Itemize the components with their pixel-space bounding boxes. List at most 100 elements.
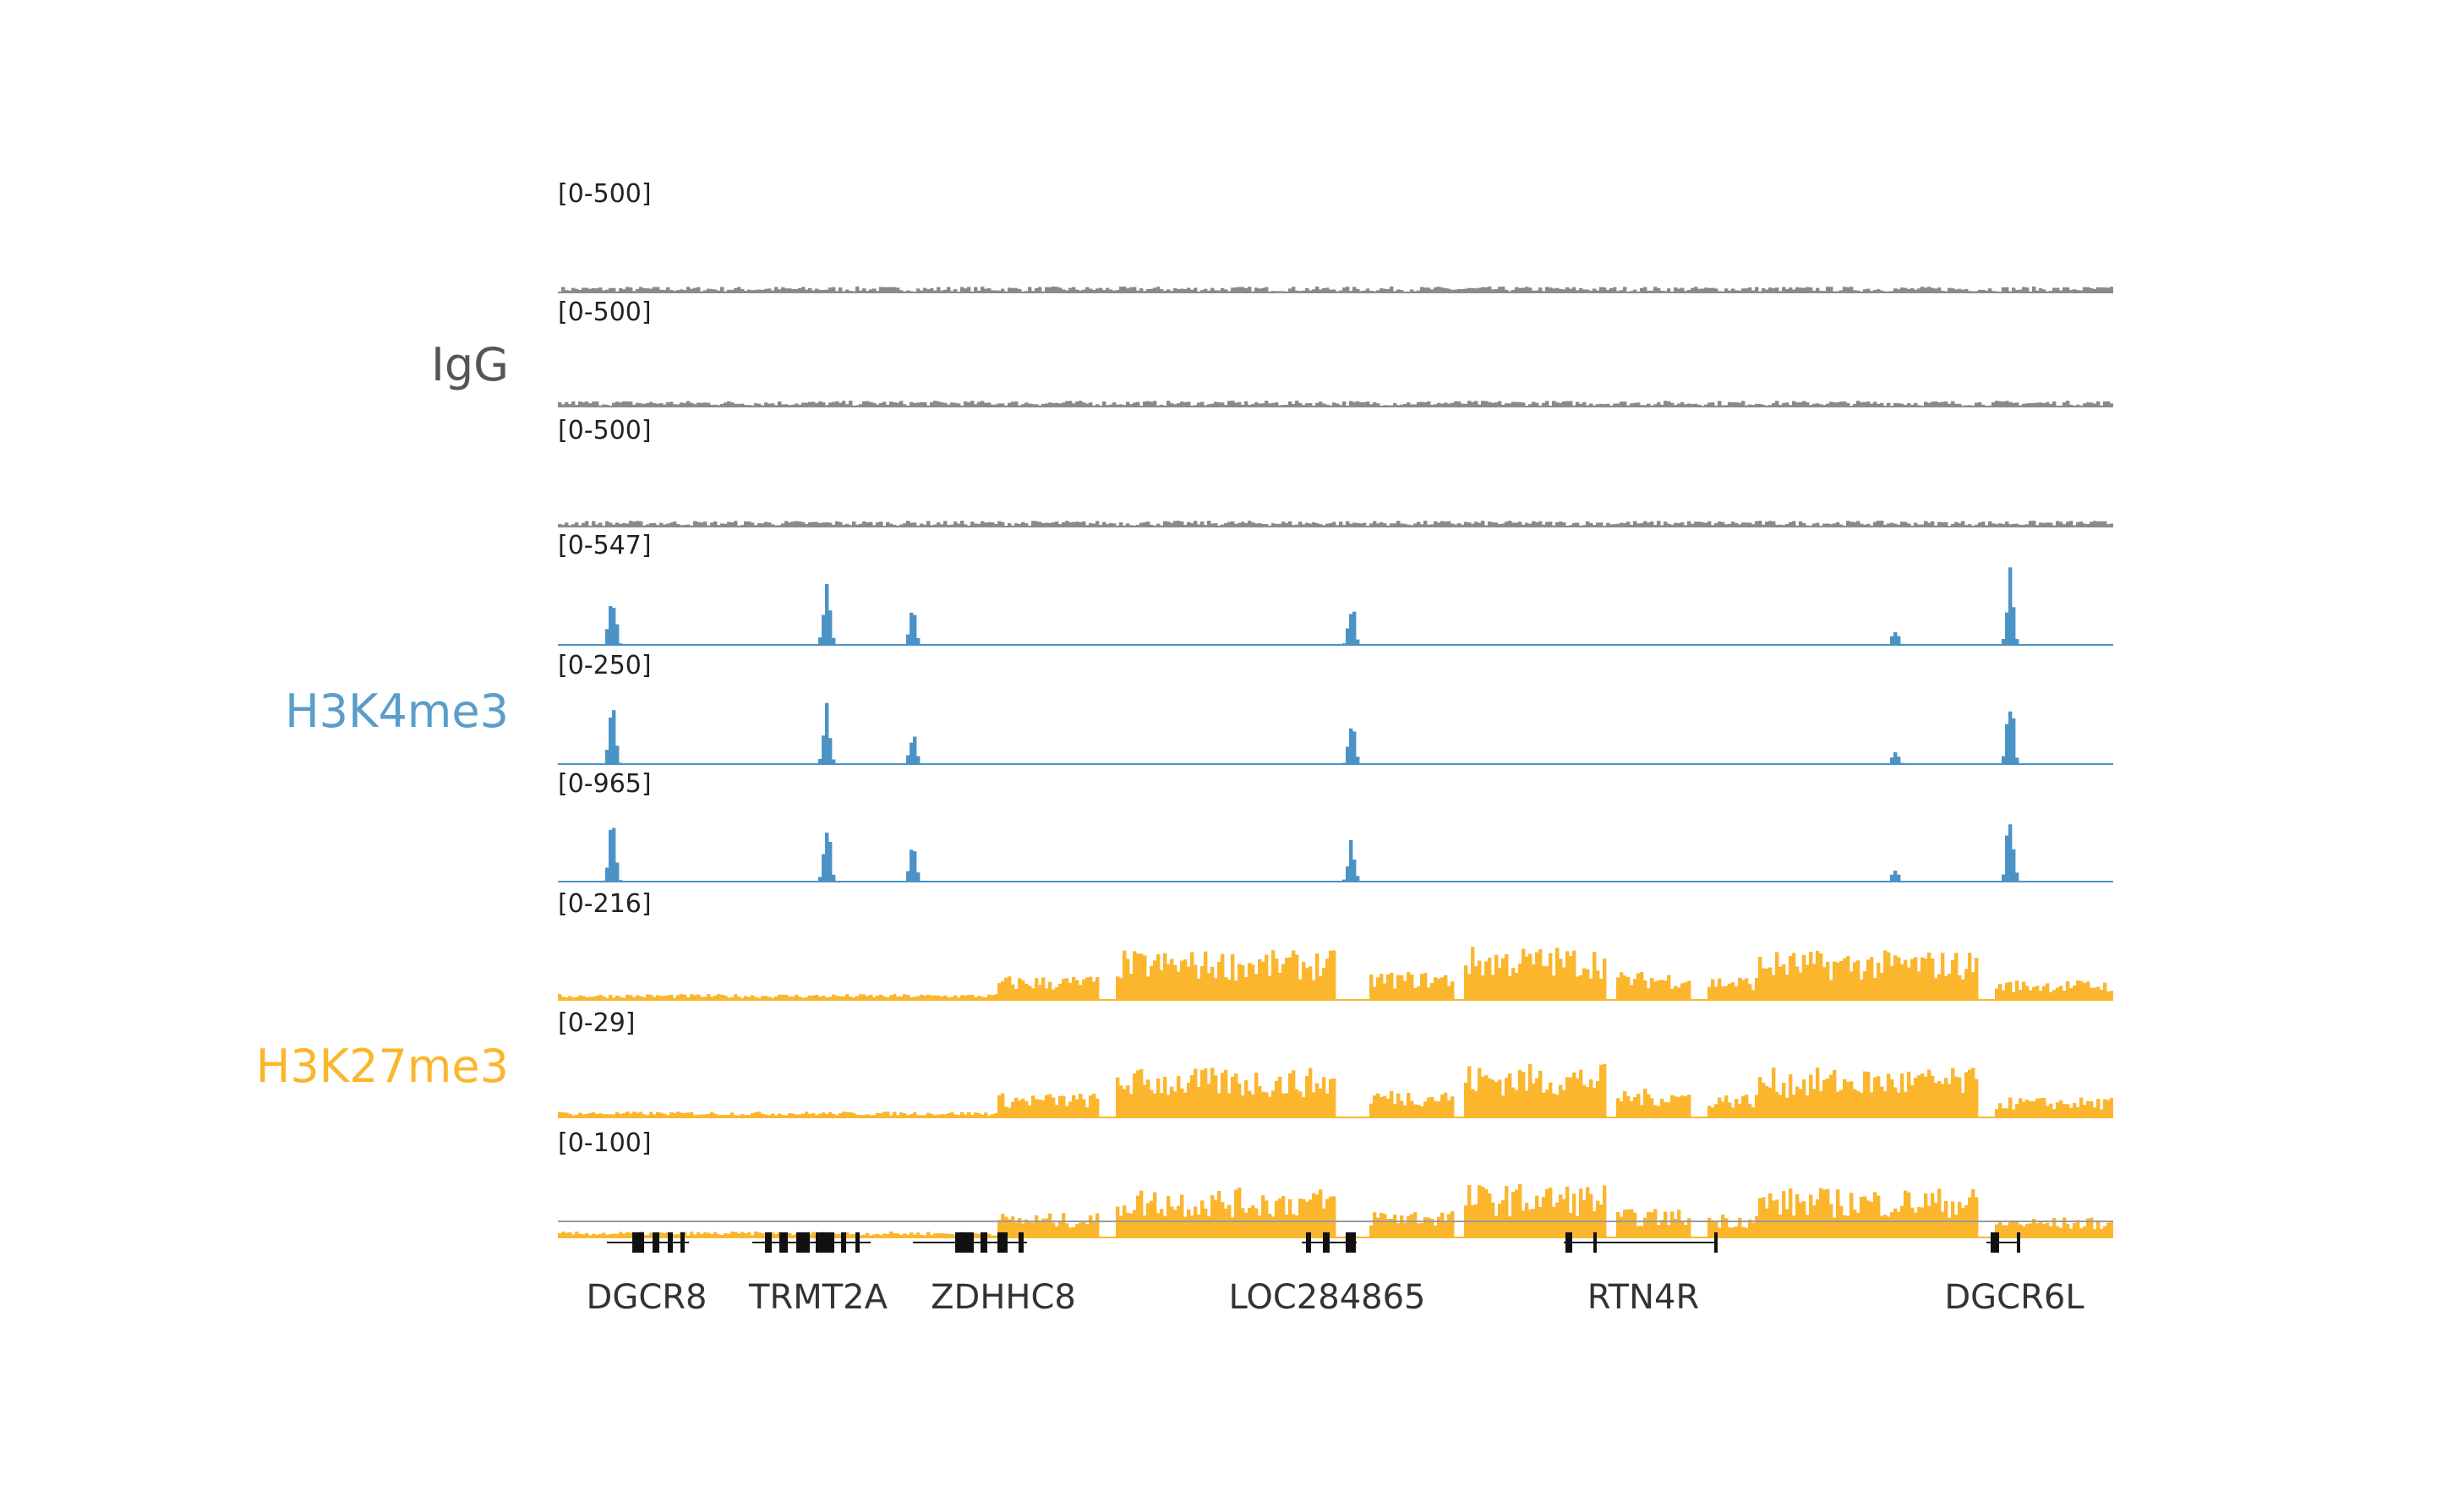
signal-bar — [882, 1233, 887, 1238]
signal-bar — [1119, 287, 1123, 293]
signal-bar — [703, 522, 708, 527]
signal-bar — [598, 1113, 603, 1118]
signal-bar — [994, 1113, 998, 1118]
signal-bar — [1755, 1095, 1759, 1118]
signal-bar — [1532, 401, 1536, 407]
signal-bar — [815, 522, 819, 527]
signal-bar — [1589, 978, 1593, 1001]
signal-bar — [1877, 403, 1881, 407]
signal-bar — [690, 288, 694, 293]
signal-bar — [1522, 287, 1526, 293]
signal-bar — [1332, 1079, 1336, 1118]
signal-bar — [2110, 1221, 2113, 1238]
signal-bar — [1525, 1202, 1529, 1238]
signal-bar — [970, 401, 975, 407]
signal-bar — [1298, 1091, 1303, 1118]
gene-exon — [1346, 1232, 1356, 1253]
signal-bar — [926, 1232, 931, 1238]
signal-bar — [1254, 287, 1259, 293]
signal-bar — [2059, 1227, 2063, 1238]
signal-bar — [1620, 401, 1624, 407]
signal-bar — [1525, 956, 1529, 1001]
signal-bar — [886, 1234, 890, 1238]
signal-bar — [1346, 746, 1350, 765]
signal-bar — [1860, 523, 1864, 527]
signal-bar — [1183, 401, 1188, 407]
signal-bar — [815, 288, 819, 293]
signal-bar — [815, 995, 819, 1001]
signal-bar — [1451, 523, 1455, 527]
signal-bar — [937, 522, 941, 527]
signal-bar — [1515, 287, 1519, 293]
signal-bar — [2029, 521, 2033, 527]
signal-bar — [1765, 1085, 1769, 1118]
signal-bar — [991, 1114, 995, 1118]
signal-bar — [1177, 402, 1181, 407]
signal-bar — [1653, 1105, 1658, 1118]
signal-bar — [1616, 523, 1620, 527]
signal-bar — [1958, 975, 1962, 1001]
signal-bar — [1528, 1210, 1532, 1238]
signal-bar — [1437, 978, 1441, 1001]
signal-bar — [1133, 287, 1137, 293]
signal-bar — [1748, 984, 1752, 1001]
signal-bar — [1843, 287, 1847, 293]
signal-bar — [808, 522, 812, 527]
signal-bar — [1295, 954, 1299, 1001]
signal-bar — [1427, 401, 1431, 407]
signal-bar — [1011, 984, 1015, 1001]
signal-bar — [707, 994, 711, 1001]
signal-bar — [781, 523, 785, 527]
signal-bar — [1684, 1096, 1688, 1118]
signal-bar — [1322, 1077, 1326, 1118]
signal-bar — [1795, 966, 1800, 1001]
signal-bar — [1194, 964, 1198, 1001]
signal-bar — [1525, 522, 1529, 527]
signal-bar — [1802, 1201, 1806, 1238]
signal-bar — [882, 287, 887, 293]
signal-bar — [1931, 287, 1935, 293]
signal-bar — [1538, 1070, 1543, 1118]
signal-bar — [1822, 1079, 1827, 1118]
signal-track-igg-2: [0-500] — [558, 298, 2113, 407]
signal-bar — [1501, 287, 1505, 293]
signal-bar — [1707, 1217, 1712, 1238]
signal-bar — [1951, 288, 1955, 293]
signal-bar — [2039, 522, 2043, 527]
signal-bar — [2012, 1221, 2016, 1238]
signal-bar — [882, 1111, 887, 1118]
signal-bar — [1224, 523, 1228, 527]
signal-bar — [832, 759, 836, 765]
signal-bar — [1880, 973, 1884, 1001]
signal-bar — [565, 1232, 569, 1238]
signal-bar — [1890, 874, 1894, 882]
signal-bar — [1075, 401, 1079, 407]
signal-bar — [984, 522, 988, 527]
signal-bar — [1261, 961, 1265, 1001]
signal-bar — [1011, 287, 1015, 293]
signal-bar — [1545, 522, 1549, 527]
signal-bar — [561, 1112, 565, 1118]
signal-bar — [676, 523, 680, 527]
signal-bar — [1332, 522, 1336, 527]
signal-bar — [1068, 1101, 1073, 1118]
signal-bar — [1288, 1199, 1292, 1238]
signal-bar — [710, 1111, 714, 1118]
signal-bar — [1772, 288, 1776, 293]
signal-bar — [1620, 1216, 1624, 1238]
signal-bar — [1373, 1212, 1377, 1238]
signal-bar — [1386, 1219, 1390, 1238]
signal-bar — [916, 637, 921, 646]
signal-bar — [1018, 978, 1022, 1001]
signal-bar — [703, 1232, 708, 1238]
signal-bar — [1640, 287, 1644, 293]
signal-bar — [737, 403, 741, 407]
signal-bar — [2005, 1225, 2009, 1238]
signal-bar — [1079, 401, 1083, 407]
signal-bar — [1616, 1098, 1620, 1118]
signal-bar — [1515, 1090, 1519, 1118]
signal-bar — [930, 1113, 934, 1118]
signal-bar — [2042, 1097, 2046, 1118]
signal-bar — [1011, 401, 1015, 407]
signal-bar — [1525, 1090, 1529, 1118]
